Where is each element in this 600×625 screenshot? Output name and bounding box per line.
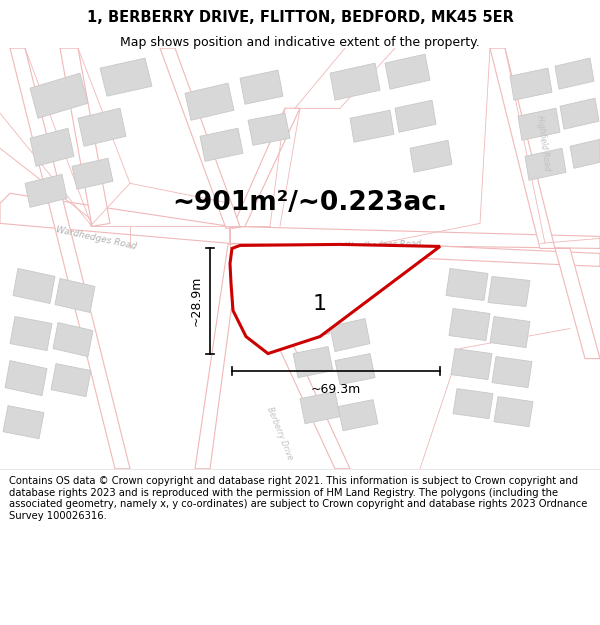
Polygon shape	[525, 148, 566, 181]
Polygon shape	[410, 140, 452, 172]
Polygon shape	[451, 349, 492, 379]
Polygon shape	[380, 243, 600, 266]
Text: Wardhedges Road: Wardhedges Road	[55, 226, 137, 251]
Polygon shape	[233, 246, 350, 469]
Polygon shape	[13, 269, 55, 304]
Polygon shape	[453, 389, 493, 419]
Polygon shape	[10, 316, 52, 351]
Text: Map shows position and indicative extent of the property.: Map shows position and indicative extent…	[120, 36, 480, 49]
Text: 1: 1	[313, 294, 327, 314]
Text: ~28.9m: ~28.9m	[190, 276, 203, 326]
Polygon shape	[335, 354, 375, 384]
Polygon shape	[330, 63, 380, 100]
Polygon shape	[195, 243, 240, 469]
Polygon shape	[570, 139, 600, 168]
Polygon shape	[330, 319, 370, 352]
Polygon shape	[555, 58, 594, 89]
Polygon shape	[560, 98, 599, 129]
Polygon shape	[449, 309, 490, 341]
Polygon shape	[510, 68, 552, 100]
Polygon shape	[100, 58, 152, 96]
Polygon shape	[555, 248, 600, 359]
Text: Berberry Drive: Berberry Drive	[265, 406, 295, 461]
Polygon shape	[10, 48, 130, 469]
Polygon shape	[53, 322, 93, 357]
Polygon shape	[446, 269, 488, 301]
Polygon shape	[240, 70, 283, 104]
Polygon shape	[51, 364, 91, 397]
Polygon shape	[290, 309, 330, 341]
Polygon shape	[395, 100, 436, 132]
Polygon shape	[385, 54, 430, 89]
Polygon shape	[72, 158, 113, 189]
Polygon shape	[494, 397, 533, 427]
Polygon shape	[518, 108, 560, 140]
Polygon shape	[275, 286, 307, 309]
Polygon shape	[492, 357, 532, 388]
Polygon shape	[3, 406, 44, 439]
Text: Highfield Road: Highfield Road	[535, 115, 551, 171]
Polygon shape	[55, 279, 95, 312]
Polygon shape	[305, 301, 338, 326]
Polygon shape	[232, 108, 300, 228]
Polygon shape	[230, 244, 440, 354]
Text: ~901m²/~0.223ac.: ~901m²/~0.223ac.	[172, 191, 448, 216]
Polygon shape	[25, 174, 67, 208]
Polygon shape	[200, 128, 243, 161]
Polygon shape	[350, 110, 394, 142]
Text: Contains OS data © Crown copyright and database right 2021. This information is : Contains OS data © Crown copyright and d…	[9, 476, 587, 521]
Polygon shape	[30, 128, 74, 166]
Polygon shape	[490, 316, 530, 348]
Polygon shape	[338, 399, 378, 431]
Polygon shape	[300, 392, 340, 424]
Polygon shape	[248, 113, 290, 145]
Polygon shape	[78, 108, 126, 146]
Polygon shape	[5, 361, 47, 396]
Polygon shape	[160, 48, 240, 228]
Polygon shape	[230, 226, 600, 248]
Text: 1, BERBERRY DRIVE, FLITTON, BEDFORD, MK45 5ER: 1, BERBERRY DRIVE, FLITTON, BEDFORD, MK4…	[86, 9, 514, 24]
Polygon shape	[30, 73, 88, 118]
Polygon shape	[60, 48, 110, 226]
Polygon shape	[490, 48, 555, 248]
Polygon shape	[0, 193, 230, 243]
Polygon shape	[293, 347, 333, 378]
Text: ~69.3m: ~69.3m	[311, 382, 361, 396]
Polygon shape	[488, 276, 530, 306]
Text: Wardhedges Road: Wardhedges Road	[345, 239, 422, 251]
Polygon shape	[185, 83, 234, 120]
